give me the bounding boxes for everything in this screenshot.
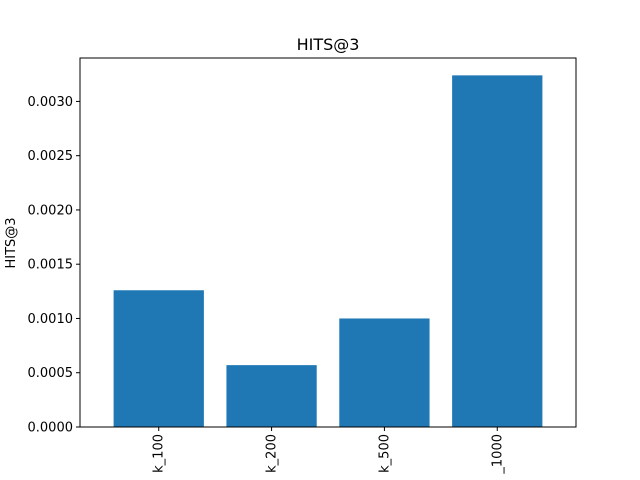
y-tick-label: 0.0005 [28,366,74,381]
x-tick-label: k_200 [265,434,280,473]
x-tick-label: k_500 [377,434,392,473]
y-tick-label: 0.0000 [28,421,74,436]
bar-k_200 [226,365,317,427]
x-tick-label: k_100 [152,434,167,473]
y-tick-label: 0.0015 [28,258,74,273]
y-tick-label: 0.0010 [28,312,74,327]
bar-k_100 [113,290,204,427]
x-tick-label: _1000 [490,434,505,475]
y-tick-label: 0.0020 [28,203,74,218]
plot-frame [79,57,577,428]
bars-group [113,75,543,427]
chart-title: HITS@3 [297,35,360,54]
y-tick-label: 0.0030 [28,95,74,110]
y-axis: 0.0000 0.0005 0.0010 0.0015 0.0020 0.0025 0.00… [28,95,80,436]
bar-_1000 [452,75,543,427]
x-axis: k_100 k_200 k_500 _1000 [152,427,505,475]
y-axis-label: HITS@3 [4,217,19,268]
y-tick-label: 0.0025 [28,149,74,164]
bar-k_500 [339,318,430,427]
